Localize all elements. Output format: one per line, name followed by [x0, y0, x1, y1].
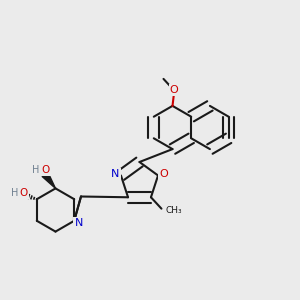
Text: O: O — [42, 165, 50, 175]
Text: O: O — [159, 169, 168, 179]
Polygon shape — [42, 172, 56, 188]
Text: O: O — [169, 85, 178, 95]
Text: N: N — [111, 169, 120, 179]
Text: H: H — [32, 165, 40, 175]
Text: O: O — [20, 188, 28, 198]
Text: N: N — [74, 218, 83, 228]
Text: CH₃: CH₃ — [165, 206, 182, 215]
Text: H: H — [11, 188, 19, 198]
